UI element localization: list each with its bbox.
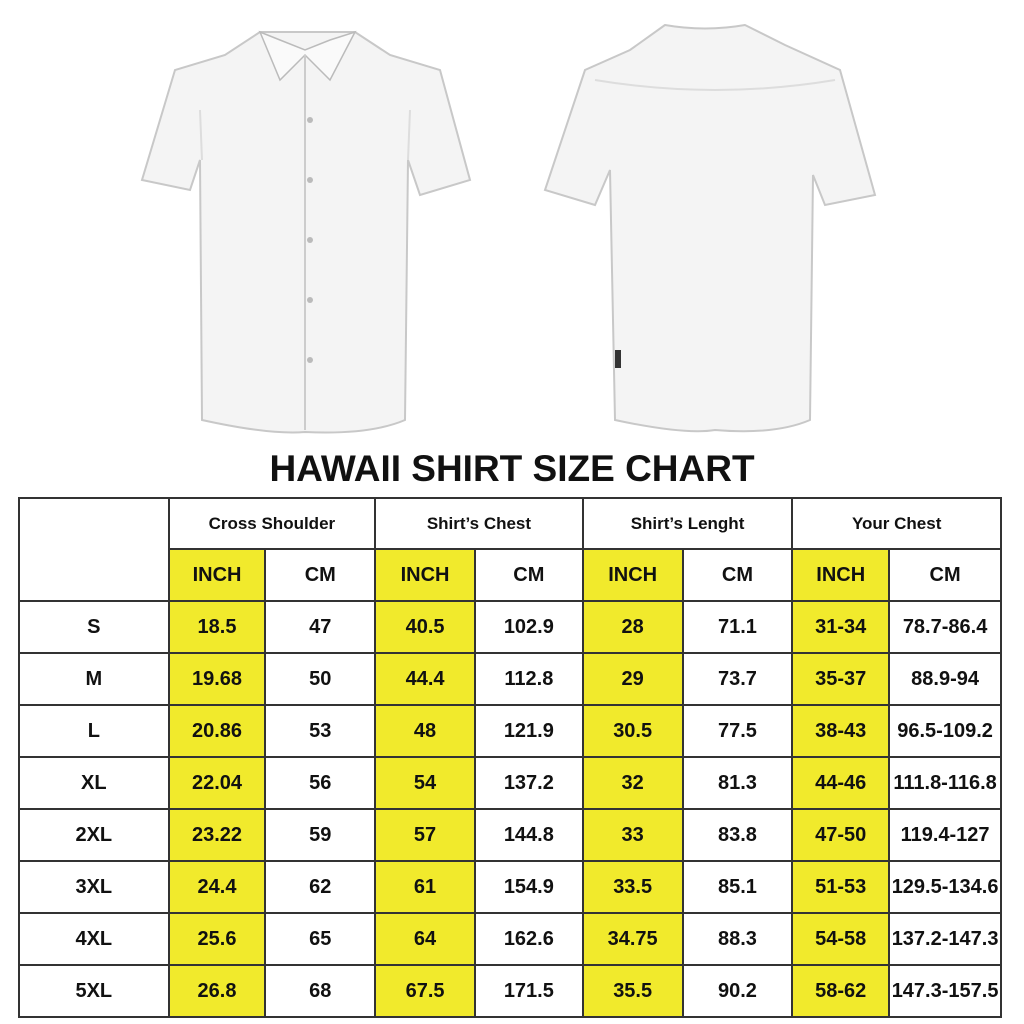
- inch-value: 44-46: [791, 756, 891, 810]
- inch-value: 61: [374, 860, 476, 914]
- inch-value: 23.22: [167, 808, 267, 862]
- cm-value: 88.9-94: [888, 652, 1002, 706]
- inch-value: 48: [374, 704, 476, 758]
- cm-value: 68: [264, 964, 377, 1018]
- inch-value: 30.5: [581, 704, 684, 758]
- cm-value: 112.8: [473, 652, 584, 706]
- cm-value: 90.2: [681, 964, 794, 1018]
- cm-value: 137.2-147.3: [888, 912, 1002, 966]
- cm-value: 81.3: [681, 756, 794, 810]
- size-label: 5XL: [18, 964, 170, 1018]
- cm-value: 119.4-127: [888, 808, 1002, 862]
- unit-header-cm: CM: [264, 548, 377, 602]
- inch-value: 33: [581, 808, 684, 862]
- cm-value: 121.9: [473, 704, 584, 758]
- group-header: Cross Shoulder: [167, 497, 377, 550]
- cm-value: 144.8: [473, 808, 584, 862]
- unit-header-cm: CM: [681, 548, 794, 602]
- cm-value: 171.5: [473, 964, 584, 1018]
- inch-value: 47-50: [791, 808, 891, 862]
- table-row: 2XL 23.22 59 57 144.8 33 83.8 47-50 119.4-127: [18, 808, 1002, 862]
- cm-value: 102.9: [473, 600, 584, 654]
- inch-value: 54-58: [791, 912, 891, 966]
- cm-value: 62: [264, 860, 377, 914]
- inch-value: 28: [581, 600, 684, 654]
- unit-header-inch: INCH: [167, 548, 267, 602]
- group-header: Shirt’s Chest: [374, 497, 584, 550]
- unit-header-inch: INCH: [791, 548, 891, 602]
- cm-value: 129.5-134.6: [888, 860, 1002, 914]
- cm-value: 83.8: [681, 808, 794, 862]
- inch-value: 58-62: [791, 964, 891, 1018]
- inch-value: 33.5: [581, 860, 684, 914]
- cm-value: 154.9: [473, 860, 584, 914]
- shirt-front-image: [140, 30, 472, 434]
- cm-value: 96.5-109.2: [888, 704, 1002, 758]
- inch-value: 18.5: [167, 600, 267, 654]
- inch-value: 35.5: [581, 964, 684, 1018]
- cm-value: 53: [264, 704, 377, 758]
- table-row: L 20.86 53 48 121.9 30.5 77.5 38-43 96.5-109.2: [18, 704, 1002, 758]
- cm-value: 78.7-86.4: [888, 600, 1002, 654]
- size-label: 3XL: [18, 860, 170, 914]
- group-header: Your Chest: [791, 497, 1002, 550]
- unit-header-inch: INCH: [581, 548, 684, 602]
- inch-value: 51-53: [791, 860, 891, 914]
- cm-value: 88.3: [681, 912, 794, 966]
- cm-value: 56: [264, 756, 377, 810]
- table-row: M 19.68 50 44.4 112.8 29 73.7 35-37 88.9-94: [18, 652, 1002, 706]
- table-row: 5XL 26.8 68 67.5 171.5 35.5 90.2 58-62 147.3-157…: [18, 964, 1002, 1018]
- inch-value: 29: [581, 652, 684, 706]
- inch-value: 54: [374, 756, 476, 810]
- unit-header-cm: CM: [888, 548, 1002, 602]
- table-row: 4XL 25.6 65 64 162.6 34.75 88.3 54-58 137.2-147.…: [18, 912, 1002, 966]
- inch-value: 44.4: [374, 652, 476, 706]
- cm-value: 73.7: [681, 652, 794, 706]
- inch-value: 22.04: [167, 756, 267, 810]
- unit-header-cm: CM: [473, 548, 584, 602]
- size-label: 2XL: [18, 808, 170, 862]
- corner-cell: [18, 497, 170, 602]
- cm-value: 47: [264, 600, 377, 654]
- inch-value: 67.5: [374, 964, 476, 1018]
- inch-value: 19.68: [167, 652, 267, 706]
- size-label: XL: [18, 756, 170, 810]
- size-label: 4XL: [18, 912, 170, 966]
- table-row: XL 22.04 56 54 137.2 32 81.3 44-46 111.8-116.8: [18, 756, 1002, 810]
- inch-value: 38-43: [791, 704, 891, 758]
- cm-value: 85.1: [681, 860, 794, 914]
- cm-value: 50: [264, 652, 377, 706]
- inch-value: 25.6: [167, 912, 267, 966]
- table-row: 3XL 24.4 62 61 154.9 33.5 85.1 51-53 129.5-134.6: [18, 860, 1002, 914]
- cm-value: 137.2: [473, 756, 584, 810]
- inch-value: 24.4: [167, 860, 267, 914]
- cm-value: 77.5: [681, 704, 794, 758]
- cm-value: 71.1: [681, 600, 794, 654]
- inch-value: 35-37: [791, 652, 891, 706]
- size-chart-title: HAWAII SHIRT SIZE CHART: [269, 448, 755, 489]
- cm-value: 65: [264, 912, 377, 966]
- inch-value: 26.8: [167, 964, 267, 1018]
- inch-value: 40.5: [374, 600, 476, 654]
- table-row: S 18.5 47 40.5 102.9 28 71.1 31-34 78.7-86.4: [18, 600, 1002, 654]
- size-label: L: [18, 704, 170, 758]
- cm-value: 162.6: [473, 912, 584, 966]
- size-label: S: [18, 600, 170, 654]
- unit-header-inch: INCH: [374, 548, 476, 602]
- cm-value: 111.8-116.8: [888, 756, 1002, 810]
- size-label: M: [18, 652, 170, 706]
- inch-value: 32: [581, 756, 684, 810]
- shirt-back-image: [543, 23, 877, 433]
- cm-value: 147.3-157.5: [888, 964, 1002, 1018]
- cm-value: 59: [264, 808, 377, 862]
- inch-value: 34.75: [581, 912, 684, 966]
- inch-value: 64: [374, 912, 476, 966]
- inch-value: 57: [374, 808, 476, 862]
- inch-value: 20.86: [167, 704, 267, 758]
- size-chart-table: Cross Shoulder Shirt’s Chest Shirt’s Len…: [18, 497, 1002, 1018]
- group-header: Shirt’s Lenght: [581, 497, 794, 550]
- inch-value: 31-34: [791, 600, 891, 654]
